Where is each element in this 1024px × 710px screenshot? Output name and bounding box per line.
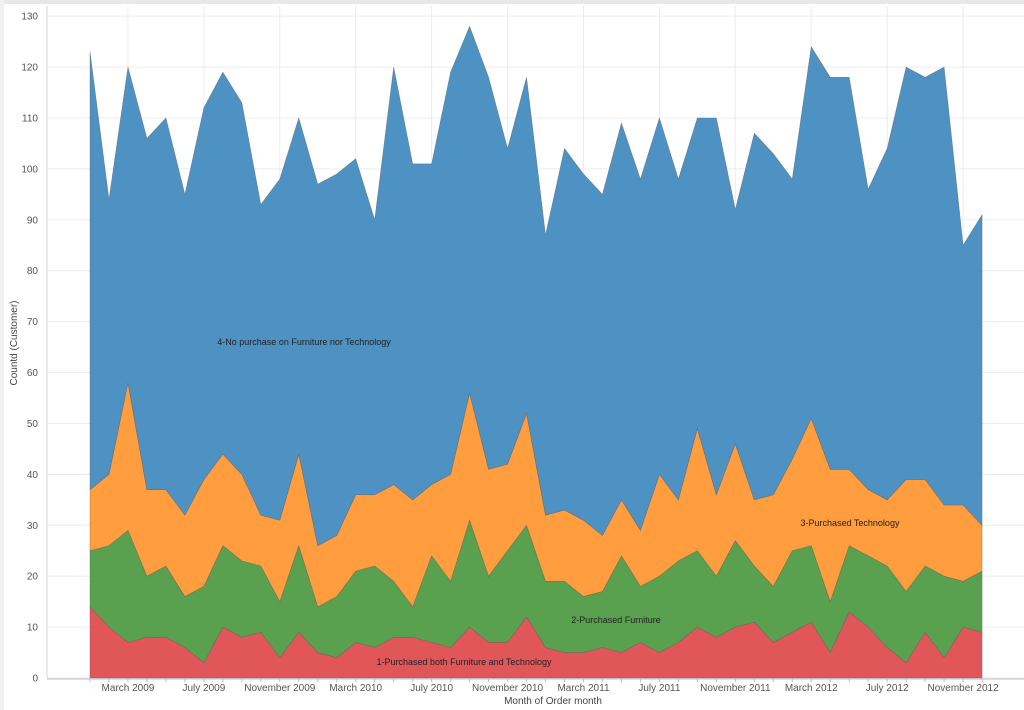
x-tick-label: November 2012 [928, 683, 1000, 694]
top-border [0, 0, 1024, 4]
y-tick-label: 60 [27, 368, 39, 379]
series-label-4: 4-No purchase on Furniture nor Technolog… [217, 337, 391, 347]
x-tick-label: March 2009 [102, 683, 155, 694]
y-axis-title: Countd (Customer) [9, 300, 20, 385]
areas [89, 25, 983, 679]
y-tick-label: 80 [27, 266, 39, 277]
y-tick-label: 110 [22, 114, 38, 125]
x-axis-title: Month of Order month [504, 696, 602, 707]
area-series-4[interactable] [89, 25, 983, 547]
x-tick-label: November 2010 [472, 683, 544, 694]
y-tick-label: 70 [27, 317, 39, 328]
y-tick-label: 120 [21, 63, 38, 74]
y-tick-label: 50 [27, 419, 39, 430]
y-tick-label: 40 [27, 470, 39, 481]
y-tick-label: 30 [27, 521, 39, 532]
x-tick-label: March 2012 [785, 683, 838, 694]
y-tick-label: 130 [21, 12, 38, 23]
x-tick-label: July 2012 [866, 683, 909, 694]
x-tick-label: March 2010 [329, 683, 382, 694]
y-tick-label: 100 [21, 164, 38, 175]
y-tick-label: 20 [27, 572, 39, 583]
x-tick-label: March 2011 [557, 683, 610, 694]
x-tick-label: November 2009 [244, 683, 316, 694]
y-tick-label: 10 [27, 623, 39, 634]
series-labels: 4-No purchase on Furniture nor Technolog… [217, 337, 900, 667]
axes: 0 10 20 30 40 50 60 70 80 90 100 110 120 130 March 200… [9, 6, 1024, 707]
y-tick-label: 0 [32, 674, 38, 685]
x-tick-label: July 2011 [638, 683, 681, 694]
x-tick-label: July 2009 [182, 683, 225, 694]
y-tick-label: 90 [27, 215, 39, 226]
series-label-1: 1-Purchased both Furniture and Technolog… [377, 657, 552, 667]
x-tick-label: July 2010 [410, 683, 453, 694]
left-border [0, 0, 4, 710]
series-label-3: 3-Purchased Technology [801, 518, 900, 528]
series-label-2: 2-Purchased Furniture [571, 615, 661, 625]
x-tick-label: November 2011 [700, 683, 771, 694]
